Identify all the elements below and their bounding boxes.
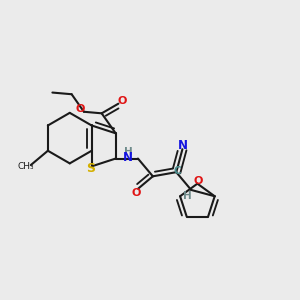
Text: H: H	[124, 147, 133, 157]
Text: O: O	[76, 104, 85, 114]
Text: C: C	[174, 166, 182, 176]
Text: N: N	[123, 151, 133, 164]
Text: O: O	[132, 188, 141, 198]
Text: CH₃: CH₃	[17, 162, 34, 171]
Text: S: S	[85, 162, 94, 175]
Text: N: N	[178, 139, 188, 152]
Text: O: O	[117, 96, 127, 106]
Text: H: H	[183, 191, 192, 202]
Text: O: O	[193, 176, 203, 186]
